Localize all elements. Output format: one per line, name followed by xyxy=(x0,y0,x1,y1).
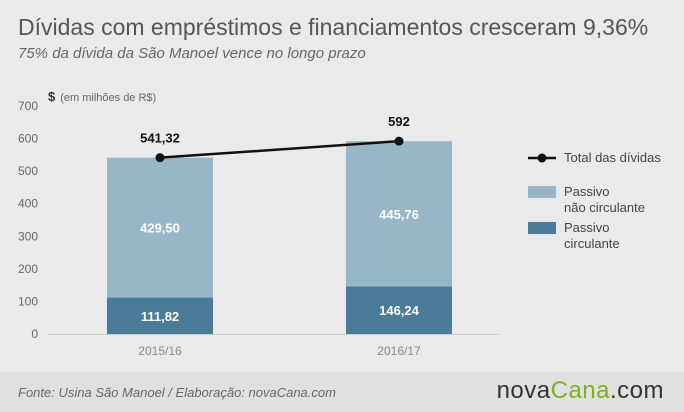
legend-label: Total das dívidas xyxy=(564,150,661,165)
total-point xyxy=(155,153,165,163)
y-tick-label: 300 xyxy=(18,229,38,243)
bar-circulante-1 xyxy=(346,286,452,334)
legend-swatch-circulante xyxy=(528,222,556,234)
bar-value-label: 111,82 xyxy=(141,309,179,324)
total-line-path xyxy=(159,139,400,159)
legend-swatch-nao-circulante xyxy=(528,186,556,198)
bar-circulante-0 xyxy=(107,297,213,334)
logo-text-nova: nova xyxy=(496,377,551,404)
y-axis-unit: $ (em milhões de R$) xyxy=(48,89,156,104)
legend-swatch-total-dot xyxy=(537,153,547,163)
novacana-logo: novaCana.com xyxy=(497,377,664,405)
footer: Fonte: Usina São Manoel / Elaboração: no… xyxy=(0,372,684,412)
bars: 111,82 429,50 2015/16 146,24 445,76 2016/17 xyxy=(107,141,452,358)
x-tick-label: 2016/17 xyxy=(377,344,421,358)
legend-label: circulante xyxy=(564,236,620,251)
legend-label: Passivo xyxy=(564,184,610,199)
bar-nao-circulante-0 xyxy=(107,157,213,298)
source-note: Fonte: Usina São Manoel / Elaboração: no… xyxy=(18,385,336,400)
logo-text-com: .com xyxy=(609,377,664,404)
total-point xyxy=(394,136,404,146)
total-line: 541,32 592 xyxy=(140,114,410,163)
total-value-label: 592 xyxy=(388,114,410,129)
total-value-label: 541,32 xyxy=(140,131,180,146)
y-tick-label: 700 xyxy=(18,99,38,113)
chart-subtitle: 75% da dívida da São Manoel vence no lon… xyxy=(18,45,366,62)
bar-value-label: 146,24 xyxy=(379,303,420,318)
bar-value-label: 429,50 xyxy=(140,221,180,236)
y-tick-label: 0 xyxy=(31,327,38,341)
x-tick-label: 2015/16 xyxy=(138,344,182,358)
chart-title: Dívidas com empréstimos e financiamentos… xyxy=(18,14,649,40)
legend-label: Passivo xyxy=(564,220,610,235)
y-tick-label: 600 xyxy=(18,132,38,146)
y-axis-unit-label: (em milhões de R$) xyxy=(60,92,156,104)
y-tick-label: 400 xyxy=(18,197,38,211)
bar-value-label: 445,76 xyxy=(379,207,419,222)
y-tick-label: 100 xyxy=(18,294,38,308)
legend-label: não circulante xyxy=(564,200,645,215)
chart-svg: 0 100 200 300 400 500 600 700 $ (em milhões de R$… xyxy=(18,89,661,358)
y-axis-unit-symbol: $ xyxy=(48,89,56,104)
y-axis: 0 100 200 300 400 500 600 700 $ (em milhões de R$… xyxy=(18,89,500,341)
logo-text-cana: Cana xyxy=(550,377,610,404)
y-tick-label: 200 xyxy=(18,262,38,276)
bar-nao-circulante-1 xyxy=(346,141,452,287)
y-tick-label: 500 xyxy=(18,164,38,178)
